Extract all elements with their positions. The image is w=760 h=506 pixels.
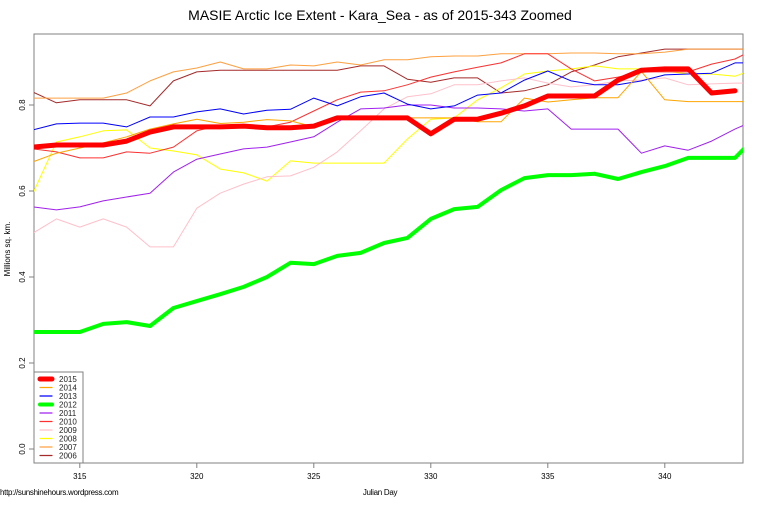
chart-title: MASIE Arctic Ice Extent - Kara_Sea - as … (188, 7, 572, 23)
x-tick-label: 340 (658, 472, 672, 481)
y-tick-label: 0.0 (18, 443, 27, 455)
legend-label-2010: 2010 (59, 418, 77, 427)
series-line-2009 (34, 77, 743, 248)
y-tick-label: 0.4 (18, 271, 27, 283)
y-tick-label: 0.8 (18, 99, 27, 111)
y-tick-label: 0.2 (18, 357, 27, 369)
legend-label-2012: 2012 (59, 401, 77, 410)
series-line-2011 (34, 104, 743, 211)
x-tick-label: 315 (73, 472, 87, 481)
legend-label-2015: 2015 (59, 375, 77, 384)
legend-label-2007: 2007 (59, 443, 77, 452)
plot-frame (33, 33, 744, 464)
legend-label-2014: 2014 (59, 384, 77, 393)
source-url-label: http://sunshinehours.wordpress.com (0, 488, 119, 497)
legend-label-2006: 2006 (59, 452, 77, 461)
y-tick-label: 0.6 (18, 185, 27, 197)
axes: 315 320 325 330 335 340 0.0 0.2 0.4 0.6 0.8 (18, 33, 744, 481)
data-lines (34, 48, 743, 334)
x-tick-label: 335 (541, 472, 555, 481)
legend-label-2013: 2013 (59, 392, 77, 401)
x-tick-label: 325 (307, 472, 321, 481)
x-tick-label: 320 (190, 472, 204, 481)
series-line-2013 (34, 62, 743, 131)
x-axis-label: Julian Day (362, 488, 398, 497)
y-axis-label: Millions sq. km. (3, 222, 12, 277)
series-line-2015 (34, 66, 738, 150)
legend-label-2011: 2011 (59, 409, 77, 418)
series-line-2008 (34, 65, 743, 193)
legend-label-2008: 2008 (59, 435, 77, 444)
series-line-2007 (34, 48, 743, 99)
series-line-2006 (34, 48, 743, 107)
legend-label-2009: 2009 (59, 426, 77, 435)
x-tick-label: 330 (424, 472, 438, 481)
series-line-2012 (34, 146, 743, 334)
